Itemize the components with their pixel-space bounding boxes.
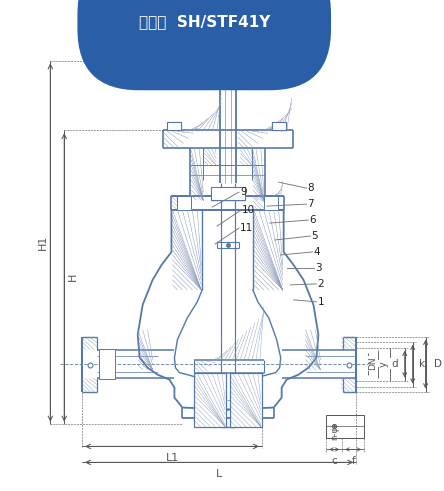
Text: f: f bbox=[351, 457, 355, 466]
Text: D: D bbox=[433, 358, 442, 369]
Text: d: d bbox=[391, 358, 398, 369]
Bar bbox=[264, 196, 278, 210]
Bar bbox=[211, 187, 245, 200]
Bar bbox=[178, 196, 191, 210]
Text: H1: H1 bbox=[37, 234, 48, 250]
Text: 1: 1 bbox=[317, 297, 324, 307]
Bar bbox=[272, 122, 285, 130]
Text: 9: 9 bbox=[240, 187, 246, 197]
Text: DN: DN bbox=[369, 357, 377, 371]
Text: 5: 5 bbox=[311, 231, 318, 241]
Text: k: k bbox=[419, 358, 425, 369]
Text: 11: 11 bbox=[240, 223, 253, 233]
Bar bbox=[167, 122, 182, 130]
Text: c: c bbox=[331, 457, 337, 466]
Text: 6: 6 bbox=[309, 215, 316, 225]
Text: 型号：  SH/STF41Y: 型号： SH/STF41Y bbox=[139, 14, 270, 29]
Text: L: L bbox=[216, 469, 222, 479]
Text: 4: 4 bbox=[313, 247, 320, 257]
Text: y: y bbox=[379, 361, 389, 367]
Text: 8: 8 bbox=[308, 183, 314, 193]
Text: 10: 10 bbox=[242, 205, 255, 215]
Text: 3: 3 bbox=[315, 263, 322, 273]
Text: 7: 7 bbox=[308, 199, 314, 209]
Text: n-φ: n-φ bbox=[330, 427, 339, 440]
Bar bbox=[230, 373, 262, 428]
Bar bbox=[326, 414, 364, 438]
Text: L1: L1 bbox=[166, 453, 179, 464]
Text: H: H bbox=[68, 273, 78, 281]
Bar bbox=[194, 373, 226, 428]
Text: 2: 2 bbox=[317, 279, 324, 289]
Bar bbox=[99, 349, 115, 379]
